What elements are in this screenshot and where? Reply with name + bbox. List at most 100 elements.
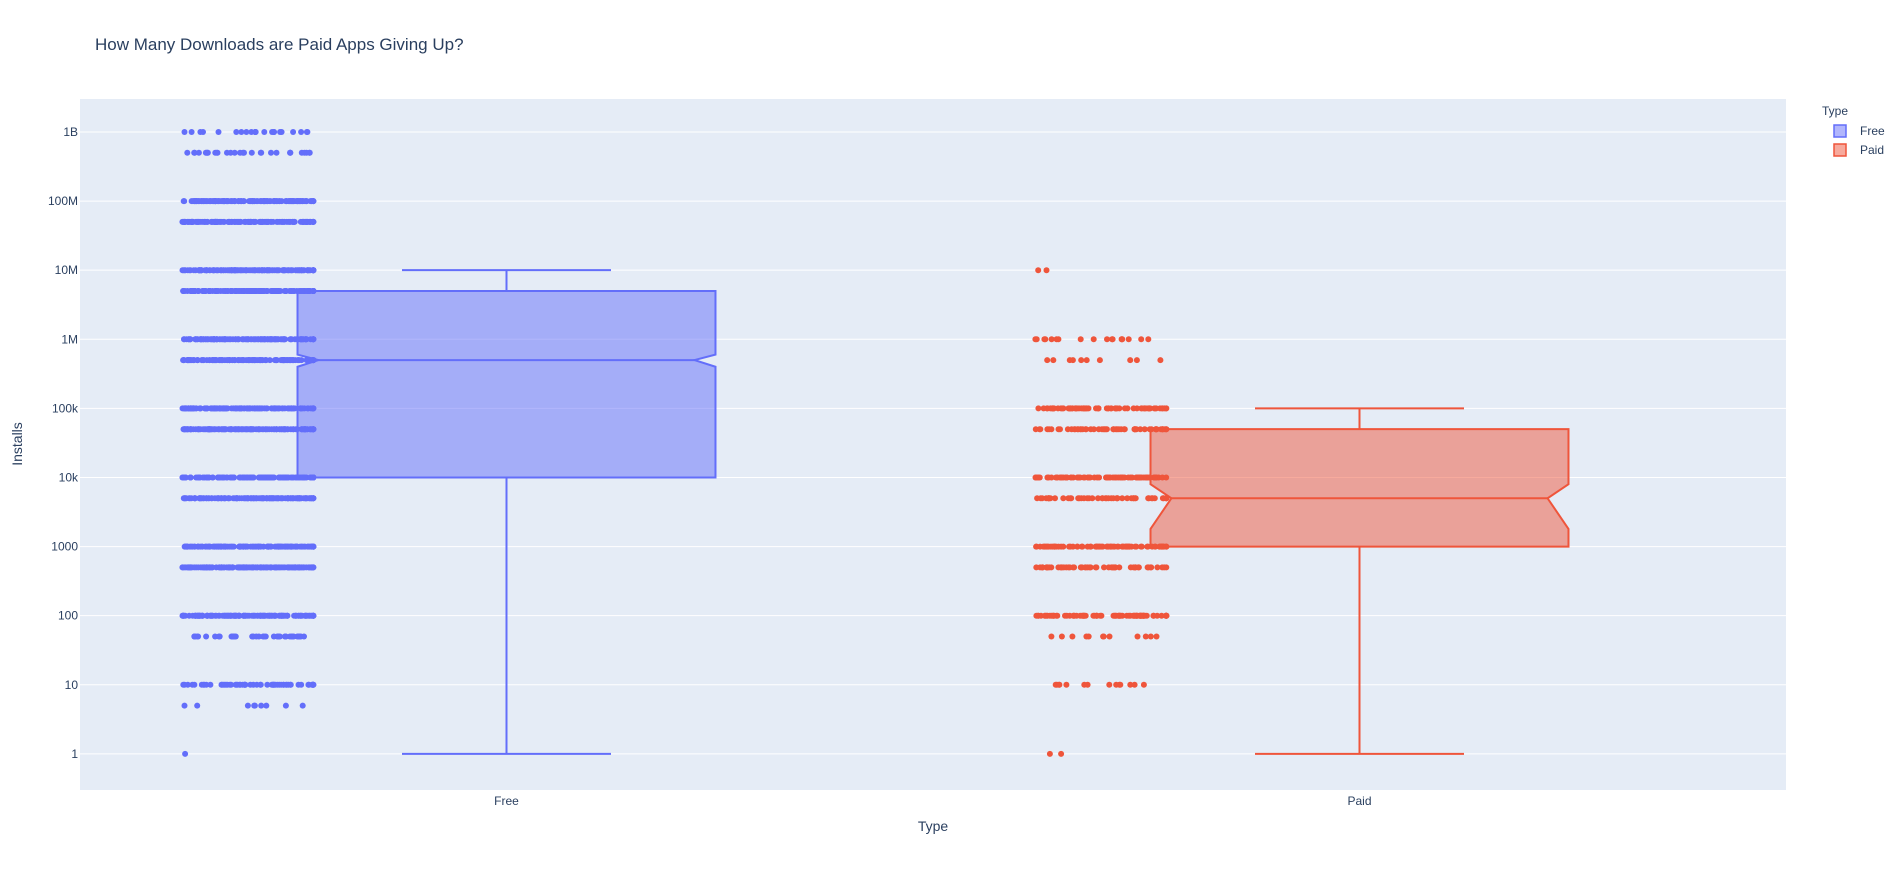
- data-point: [216, 564, 223, 571]
- data-point: [310, 405, 317, 412]
- data-point: [304, 267, 311, 274]
- data-point: [1152, 474, 1159, 481]
- data-point: [1077, 336, 1084, 343]
- data-point: [1055, 564, 1062, 571]
- data-point: [187, 405, 194, 412]
- data-point: [299, 474, 306, 481]
- data-point: [292, 564, 299, 571]
- data-point: [1112, 405, 1119, 412]
- data-point: [290, 633, 297, 640]
- data-point: [280, 681, 287, 688]
- data-point: [243, 474, 250, 481]
- data-point: [1141, 426, 1148, 433]
- data-point: [264, 681, 271, 688]
- data-point: [210, 543, 217, 550]
- data-point: [1076, 495, 1083, 502]
- data-point: [194, 612, 201, 619]
- data-point: [302, 612, 309, 619]
- data-point: [205, 336, 212, 343]
- data-point: [180, 612, 187, 619]
- data-point: [304, 288, 311, 294]
- data-point: [200, 426, 207, 433]
- data-point: [191, 495, 198, 502]
- data-point: [198, 681, 205, 688]
- data-point: [1147, 633, 1154, 640]
- data-point: [258, 495, 265, 502]
- data-point: [1105, 405, 1112, 412]
- data-point: [248, 564, 255, 571]
- data-point: [282, 267, 289, 274]
- data-point: [203, 267, 210, 274]
- data-point: [255, 336, 262, 343]
- data-point: [1125, 336, 1132, 343]
- data-point: [298, 543, 305, 550]
- data-point: [1145, 336, 1152, 343]
- data-point: [1089, 495, 1096, 502]
- data-point: [271, 612, 278, 619]
- data-point: [180, 357, 187, 364]
- data-point: [1044, 357, 1051, 364]
- data-point: [309, 218, 316, 225]
- data-point: [215, 288, 222, 294]
- data-point: [310, 564, 317, 571]
- data-point: [273, 426, 280, 433]
- data-point: [1093, 564, 1100, 571]
- data-point: [1144, 543, 1151, 550]
- y-axis-title: Installs: [9, 422, 25, 466]
- data-point: [257, 149, 264, 156]
- data-point: [203, 495, 210, 502]
- data-point: [250, 681, 257, 688]
- data-point: [301, 633, 307, 640]
- data-point: [298, 681, 305, 688]
- data-point: [292, 267, 299, 274]
- data-point: [1063, 681, 1070, 688]
- data-point: [1119, 495, 1126, 502]
- data-point: [270, 288, 276, 294]
- data-point: [1131, 681, 1138, 688]
- data-point: [1105, 495, 1112, 502]
- data-point: [215, 129, 222, 135]
- data-point: [1058, 474, 1065, 481]
- data-point: [257, 543, 264, 550]
- data-point: [296, 357, 303, 364]
- data-point: [1055, 336, 1062, 343]
- data-point: [1094, 405, 1101, 412]
- data-point: [184, 357, 191, 364]
- data-point: [205, 474, 212, 481]
- data-point: [1110, 426, 1117, 433]
- data-point: [198, 267, 204, 274]
- data-point: [1106, 633, 1113, 640]
- data-point: [1102, 426, 1109, 433]
- data-point: [310, 336, 317, 343]
- data-point: [218, 357, 225, 364]
- data-point: [232, 336, 239, 343]
- data-point: [303, 198, 309, 205]
- data-point: [287, 149, 294, 156]
- legend-item-free[interactable]: Free: [1833, 124, 1885, 138]
- data-point: [256, 474, 263, 481]
- data-point: [258, 218, 265, 225]
- data-point: [277, 129, 284, 135]
- data-point: [299, 405, 306, 412]
- data-point: [300, 495, 307, 502]
- data-point: [1107, 543, 1114, 550]
- data-point: [303, 564, 310, 571]
- data-point: [290, 129, 297, 135]
- data-point: [1148, 426, 1155, 433]
- y-tick-label: 1000: [51, 540, 78, 554]
- data-point: [1153, 405, 1160, 412]
- data-point: [250, 474, 257, 481]
- data-point: [228, 681, 235, 688]
- data-point: [274, 288, 281, 294]
- data-point: [1158, 612, 1165, 619]
- data-point: [296, 495, 303, 502]
- data-point: [264, 288, 271, 294]
- legend-item-paid[interactable]: Paid: [1833, 143, 1884, 157]
- y-tick-label: 1B: [63, 125, 78, 139]
- data-point: [1097, 543, 1104, 550]
- data-point: [221, 218, 228, 225]
- data-point: [284, 426, 291, 433]
- data-point: [1051, 405, 1057, 412]
- data-point: [232, 612, 239, 619]
- data-point: [252, 129, 259, 135]
